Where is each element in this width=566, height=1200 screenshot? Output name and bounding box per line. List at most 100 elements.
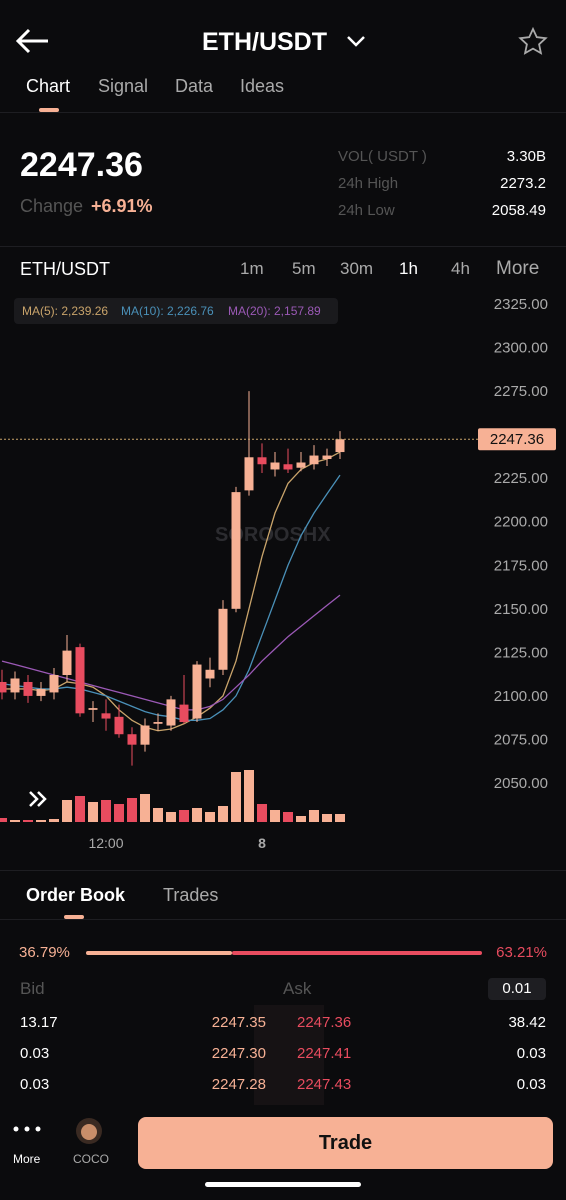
divider: [0, 919, 566, 920]
y-tick-label: 2275.00: [494, 383, 548, 400]
candle-body: [244, 457, 254, 491]
volume-bar: [88, 802, 98, 822]
tab[interactable]: Chart: [26, 76, 71, 96]
bid-amount: 0.03: [20, 1045, 50, 1062]
change-value: +6.91%: [91, 196, 153, 216]
ask-price: 2247.41: [297, 1045, 352, 1062]
volume-bar: [166, 812, 176, 822]
more-icon[interactable]: [12, 1124, 42, 1134]
volume-bar: [62, 800, 72, 822]
chart-symbol: ETH/USDT: [20, 259, 110, 279]
candle-body: [322, 455, 332, 460]
interval[interactable]: 1h: [399, 259, 418, 278]
candle-body: [192, 664, 202, 719]
y-tick-label: 2100.00: [494, 688, 548, 705]
coco-label[interactable]: COCO: [73, 1152, 109, 1166]
candle-body: [270, 462, 280, 470]
candle-body: [101, 713, 111, 719]
volume-bar: [218, 806, 228, 822]
tab[interactable]: Data: [175, 76, 214, 96]
chevron[interactable]: [346, 34, 366, 48]
last-price-box: [478, 428, 556, 451]
candle-body: [231, 492, 241, 609]
y-tick-label: 2175.00: [494, 557, 548, 574]
interval[interactable]: 1m: [240, 259, 264, 278]
y-tick-label: 2200.00: [494, 514, 548, 531]
candle-body: [49, 675, 59, 693]
ask-amount: 0.03: [516, 1076, 546, 1093]
interval[interactable]: 5m: [292, 259, 316, 278]
interval[interactable]: 4h: [451, 259, 470, 278]
y-tick-label: 2300.00: [494, 340, 548, 357]
bid-amount: 13.17: [20, 1014, 58, 1031]
favorite-star[interactable]: [518, 27, 548, 55]
volume-bar: [153, 808, 163, 822]
ma-line: [1, 594, 341, 711]
volume-bar: [296, 816, 306, 822]
candle-body: [153, 722, 163, 724]
ask-ratio: 63.21%: [496, 944, 547, 961]
column-header: Bid: [20, 979, 45, 998]
candle-body: [10, 678, 20, 693]
candle-body: [23, 681, 33, 696]
tab[interactable]: Order Book: [26, 885, 126, 905]
ask-price: 2247.43: [297, 1076, 352, 1093]
trade-button[interactable]: Trade: [138, 1117, 553, 1169]
candle-body: [0, 681, 7, 693]
candle-body: [88, 708, 98, 710]
candle-body: [335, 439, 345, 453]
y-tick-label: 2225.00: [494, 470, 548, 487]
ma-legend: [14, 298, 338, 324]
candle-body: [75, 647, 85, 714]
ask-amount: 38.42: [508, 1014, 546, 1031]
volume-bar: [140, 794, 150, 822]
volume-bar: [231, 772, 241, 822]
back-button[interactable]: [14, 28, 50, 54]
y-tick-label: 2325.00: [494, 296, 548, 313]
divider: [0, 870, 566, 871]
pair-title[interactable]: ETH/USDT: [202, 28, 327, 56]
y-tick-label: 2075.00: [494, 731, 548, 748]
coco-avatar[interactable]: [75, 1117, 103, 1145]
candle-body: [179, 704, 189, 723]
candle-body: [127, 734, 137, 745]
stat-label: 24h Low: [338, 202, 395, 219]
stat-value: 2273.2: [500, 175, 546, 192]
tab-indicator: [64, 915, 84, 919]
more-label[interactable]: More: [13, 1152, 41, 1166]
volume-bar: [283, 812, 293, 822]
tab[interactable]: Signal: [98, 76, 149, 96]
candle-body: [166, 699, 176, 726]
bid-amount: 0.03: [20, 1076, 50, 1093]
volume-bar: [0, 818, 7, 822]
volume-bar: [335, 814, 345, 822]
volume-bar: [244, 770, 254, 822]
stat-label: VOL( USDT ): [338, 148, 427, 165]
volume-bar: [23, 820, 33, 822]
tab[interactable]: Trades: [163, 885, 219, 905]
watermark: SOROOSHX: [215, 524, 331, 546]
precision-select[interactable]: 0.01: [488, 978, 546, 1000]
bid-price: 2247.35: [211, 1014, 266, 1031]
volume-bar: [257, 804, 267, 822]
interval[interactable]: 30m: [340, 259, 374, 278]
interval[interactable]: More: [496, 258, 540, 279]
volume-bar: [75, 796, 85, 822]
last-price-label: 2247.36: [490, 431, 544, 448]
tab[interactable]: Ideas: [240, 76, 285, 96]
volume-bar: [309, 810, 319, 822]
ratio-bar: [86, 951, 482, 955]
stat-label: 24h High: [338, 175, 399, 192]
stat-value: 2058.49: [491, 202, 546, 219]
ma-label: MA(10): 2,226.76: [121, 304, 214, 318]
candle-body: [257, 457, 267, 465]
last-price: 2247.36: [20, 146, 143, 184]
divider: [0, 246, 566, 247]
expand-icon[interactable]: [28, 790, 48, 808]
volume-bar: [192, 808, 202, 822]
candlestick-chart: 2325.002300.002275.002250.002225.002200.…: [0, 296, 556, 851]
candle-body: [140, 725, 150, 745]
volume-bar: [205, 812, 215, 822]
volume-bar: [322, 814, 332, 822]
ma-label: MA(5): 2,239.26: [22, 304, 109, 318]
